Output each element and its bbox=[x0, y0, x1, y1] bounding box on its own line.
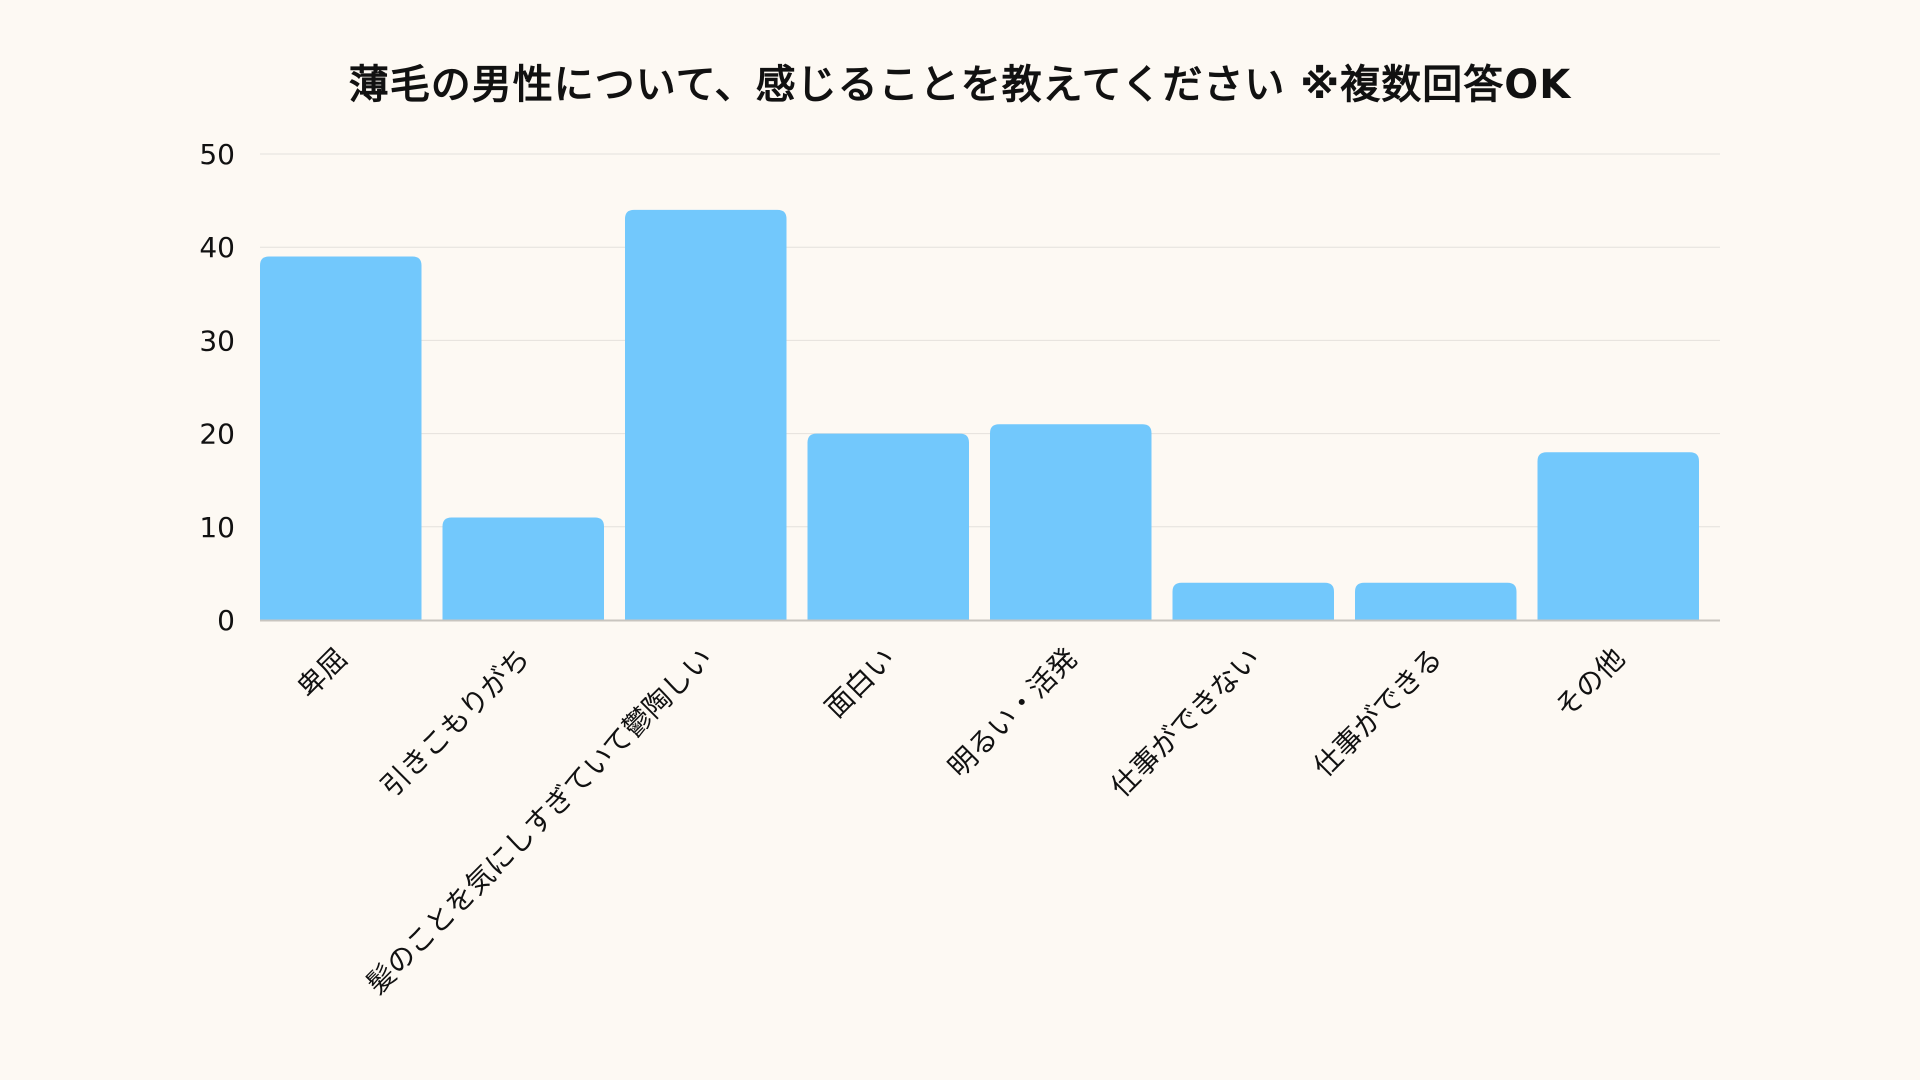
x-tick-label: 卑屈 bbox=[291, 642, 354, 705]
x-tick-label: 引きこもりがち bbox=[374, 642, 536, 804]
y-tick-label: 30 bbox=[199, 324, 235, 357]
x-tick-label: 仕事ができない bbox=[1104, 642, 1266, 804]
x-tick-label: 明るい・活発 bbox=[942, 642, 1084, 784]
bar-3 bbox=[625, 209, 787, 621]
bar-1 bbox=[260, 256, 422, 620]
bar-2 bbox=[442, 517, 604, 620]
y-tick-label: 50 bbox=[199, 138, 235, 171]
y-tick-label: 40 bbox=[199, 231, 235, 264]
x-tick-label: 仕事ができる bbox=[1307, 642, 1449, 784]
x-tick-label: 面白い bbox=[818, 642, 901, 725]
bar-6 bbox=[1172, 582, 1334, 620]
bar-8 bbox=[1537, 452, 1699, 620]
bar-7 bbox=[1355, 582, 1517, 620]
y-tick-label: 0 bbox=[217, 604, 235, 637]
bar-4 bbox=[807, 433, 969, 620]
y-tick-label: 20 bbox=[199, 418, 235, 451]
y-axis-ticks: 0 10 20 30 40 50 bbox=[199, 138, 235, 637]
bar-5 bbox=[990, 424, 1152, 620]
bars bbox=[260, 209, 1699, 621]
x-tick-label: 髪のことを気にしすぎていて鬱陶しい bbox=[360, 642, 719, 1001]
y-tick-label: 10 bbox=[199, 511, 235, 544]
x-tick-label: その他 bbox=[1548, 642, 1631, 725]
chart-title: 薄毛の男性について、感じることを教えてください ※複数回答OK bbox=[348, 62, 1572, 108]
